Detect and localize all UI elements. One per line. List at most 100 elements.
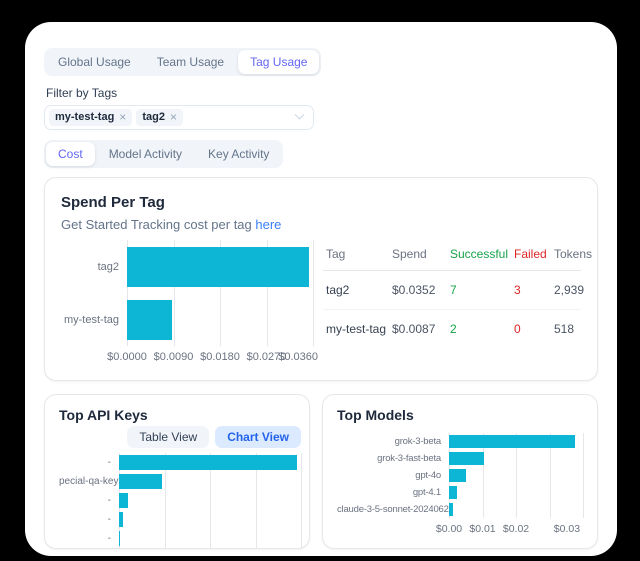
x-axis: $0.00 $0.01 $0.02 $0.03 (436, 518, 583, 535)
y-axis-label: - (107, 457, 111, 468)
tag-chip-label: tag2 (142, 111, 165, 123)
chart-row: claude-3-5-sonnet-20240620 (337, 501, 583, 518)
y-axis-label: - (107, 514, 111, 525)
cell-successful: 7 (447, 270, 511, 310)
gridline (210, 453, 211, 548)
chart-row: - (59, 510, 301, 529)
gridline (301, 453, 302, 548)
bar (449, 486, 457, 499)
gridline (266, 240, 268, 346)
y-axis-label: my-test-tag (63, 313, 119, 326)
table-row: tag2 $0.0352 7 3 2,939 (323, 270, 584, 310)
spend-per-tag-card: Spend Per Tag Get Started Tracking cost … (44, 177, 598, 381)
bar-track (449, 450, 583, 467)
top-models-card: Top Models grok-3-beta grok-3-fast-beta gp… (322, 394, 598, 549)
chart-rows: tag2 my-test-tag (61, 240, 314, 346)
gridline (220, 240, 221, 346)
selected-tag-chip: tag2 × (136, 109, 183, 126)
y-axis-label: gpt-4o (415, 470, 441, 481)
bar-track (119, 491, 301, 510)
cell-tokens: 2,939 (551, 270, 584, 310)
selected-tags: my-test-tag × tag2 × (49, 109, 183, 126)
chevron-down-icon[interactable] (294, 109, 305, 120)
x-axis-tick: $0.01 (469, 523, 496, 535)
cell-spend: $0.0087 (392, 322, 436, 336)
bar-track (127, 293, 313, 346)
x-axis-tick: $0.0180 (200, 351, 240, 363)
bar (449, 452, 484, 465)
bar (119, 455, 297, 470)
gridline (255, 453, 257, 548)
y-axis-label: tag2 (97, 260, 119, 273)
cell-failed: 0 (514, 322, 521, 336)
gridline (482, 433, 484, 518)
tab-model-activity[interactable]: Model Activity (108, 147, 183, 161)
tab-key-activity[interactable]: Key Activity (208, 147, 270, 161)
chart-rows: - pecial-qa-key - - - (59, 453, 302, 548)
x-axis-tick: $0.0360 (278, 351, 318, 363)
chart-row: grok-3-fast-beta (337, 450, 583, 467)
tab-cost[interactable]: Cost (46, 142, 95, 166)
bar-track (119, 472, 301, 491)
tag-chip-label: my-test-tag (55, 111, 115, 123)
bar-track (127, 240, 313, 293)
x-axis-tick: $0.0270 (246, 351, 287, 363)
gridline (516, 433, 517, 518)
gridline (173, 240, 175, 346)
chart-row: gpt-4.1 (337, 484, 583, 501)
bar (119, 493, 128, 508)
tab-tag-usage[interactable]: Tag Usage (238, 50, 320, 74)
y-axis-label: pecial-qa-key (59, 476, 119, 487)
y-axis-label: grok-3-beta (394, 436, 442, 447)
here-link[interactable]: here (255, 217, 282, 232)
y-axis-label: gpt-4.1 (412, 487, 441, 498)
gridline (549, 433, 551, 518)
x-axis-tick: $0.02 (502, 523, 530, 535)
y-axis-label: - (107, 533, 111, 544)
bar-track (119, 510, 301, 529)
column-header-failed: Failed (511, 240, 551, 271)
remove-tag-icon[interactable]: × (119, 110, 127, 124)
bar (449, 469, 466, 482)
y-axis-label: - (107, 495, 111, 506)
bar-track (119, 529, 301, 548)
view-tab-bar: Cost Model Activity Key Activity (44, 140, 284, 168)
spend-per-tag-chart: tag2 my-test-tag $0.0000 $0.0090 $0.0180 $0.0… (61, 240, 318, 363)
column-header-tokens: Tokens (551, 240, 592, 271)
tab-global-usage[interactable]: Global Usage (58, 55, 131, 69)
chart-view-button[interactable]: Chart View (215, 426, 301, 448)
api-keys-card-title: Top API Keys (59, 407, 148, 423)
column-header-spend: Spend (389, 240, 447, 271)
bar (127, 246, 309, 287)
tab-team-usage[interactable]: Team Usage (156, 55, 225, 69)
gridlines (127, 240, 314, 346)
gridline (313, 240, 314, 346)
bar-track (119, 453, 301, 472)
x-axis-tick: $0.03 (553, 523, 581, 535)
cell-tokens: 518 (554, 322, 575, 336)
view-toggle-buttons: Table View Chart View (59, 426, 301, 448)
tag-filter-select[interactable]: my-test-tag × tag2 × (44, 105, 314, 130)
table-header-row: Tag Spend Successful Failed Tokens (323, 240, 592, 271)
gridline (127, 240, 128, 346)
chart-row: - (59, 491, 301, 510)
spend-table: Tag Spend Successful Failed Tokens tag2 $0.03… (323, 240, 592, 348)
bar-track (449, 433, 583, 450)
bar-track (449, 484, 583, 501)
y-axis-label: claude-3-5-sonnet-20240620 (337, 504, 449, 515)
cell-successful: 2 (450, 322, 457, 336)
chart-row: my-test-tag (61, 293, 313, 346)
bar (449, 435, 576, 448)
filter-by-tags-label: Filter by Tags (46, 86, 118, 100)
usage-tab-bar: Global Usage Team Usage Tag Usage (44, 48, 322, 76)
cell-spend: $0.0352 (389, 270, 447, 310)
bar (127, 299, 172, 340)
table-view-button[interactable]: Table View (127, 426, 210, 448)
cell-failed: 3 (511, 270, 551, 310)
x-axis-tick: $0.0000 (107, 351, 147, 363)
models-card-title: Top Models (337, 407, 414, 423)
remove-tag-icon[interactable]: × (169, 110, 177, 124)
top-models-chart: grok-3-beta grok-3-fast-beta gpt-4o gpt-4.1… (337, 433, 584, 535)
chart-row: - (59, 529, 301, 548)
selected-tag-chip: my-test-tag × (49, 109, 133, 126)
